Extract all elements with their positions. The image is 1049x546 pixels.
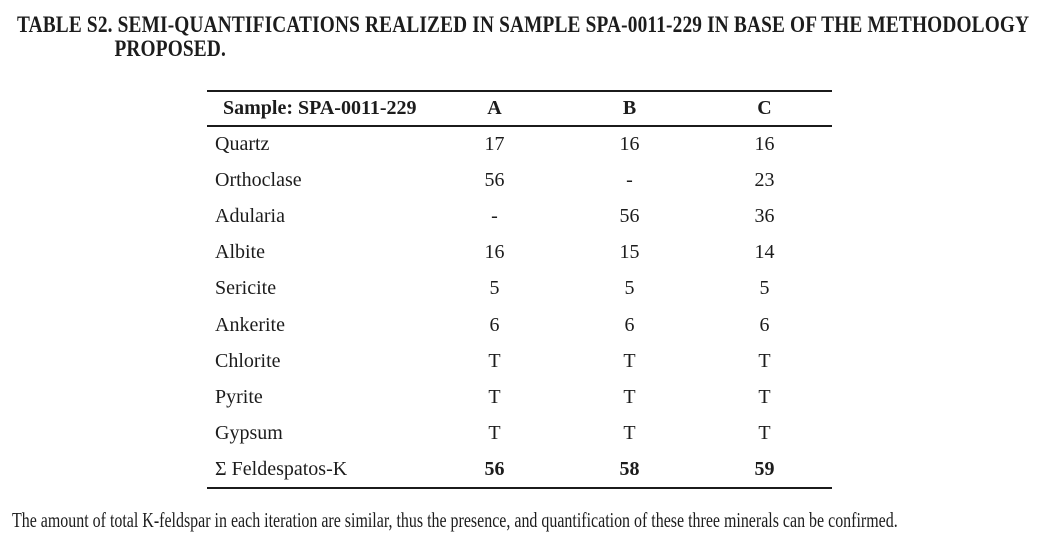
table-row: Pyrite T T T: [207, 379, 832, 415]
value-cell-b: T: [623, 422, 636, 445]
value-cell-a: 17: [484, 133, 505, 156]
value-cell-a: T: [488, 385, 501, 408]
table-caption: TABLE S2. SEMI-QUANTIFICATIONS REALIZED …: [17, 13, 1029, 61]
value-cell-a: 16: [484, 241, 505, 264]
value-cell-c: 6: [759, 313, 770, 336]
value-cell-c: T: [758, 349, 771, 372]
mineral-cell: Gypsum: [215, 422, 283, 445]
total-label-cell: Σ Feldespatos-K: [215, 457, 348, 480]
value-cell-a: 6: [489, 313, 500, 336]
table-row: Ankerite 6 6 6: [207, 307, 832, 343]
value-cell-c: 23: [754, 168, 775, 191]
table-row: Quartz 17 16 16: [207, 126, 832, 162]
value-cell-b: 5: [624, 277, 635, 300]
value-cell-c: T: [758, 422, 771, 445]
table-header-row: Sample: SPA-0011-229 A B C: [207, 91, 832, 126]
value-cell-b: -: [626, 168, 633, 191]
value-cell-c: 5: [759, 277, 770, 300]
mineral-cell: Orthoclase: [215, 168, 302, 191]
table-row: Albite 16 15 14: [207, 235, 832, 271]
total-value-b: 58: [619, 457, 640, 480]
column-header-c: C: [757, 97, 772, 119]
value-cell-a: T: [488, 422, 501, 445]
sample-header-cell: Sample: SPA-0011-229: [223, 97, 417, 119]
mineral-cell: Quartz: [215, 133, 270, 156]
table-row: Adularia - 56 36: [207, 198, 832, 234]
column-header-b: B: [622, 97, 637, 119]
table-row: Gypsum T T T: [207, 416, 832, 452]
table-caption-line1: TABLE S2. SEMI-QUANTIFICATIONS REALIZED …: [17, 12, 1030, 37]
table-caption-line2: PROPOSED.: [114, 36, 226, 61]
value-cell-a: T: [488, 349, 501, 372]
value-cell-b: 15: [619, 241, 640, 264]
mineral-cell: Adularia: [215, 204, 285, 227]
mineral-cell: Pyrite: [215, 385, 263, 408]
value-cell-b: T: [623, 349, 636, 372]
total-row: Σ Feldespatos-K 56 58 59: [207, 452, 832, 488]
value-cell-b: 16: [619, 133, 640, 156]
table-row: Chlorite T T T: [207, 343, 832, 379]
value-cell-b: 56: [619, 204, 640, 227]
table-row: Sericite 5 5 5: [207, 271, 832, 307]
mineral-cell: Sericite: [215, 277, 277, 300]
mineral-cell: Chlorite: [215, 349, 281, 372]
value-cell-a: 5: [489, 277, 500, 300]
value-cell-c: 16: [754, 133, 775, 156]
mineral-cell: Albite: [215, 241, 265, 264]
footnote-text: The amount of total K-feldspar in each i…: [12, 508, 898, 532]
quantification-table: Sample: SPA-0011-229 A B C Quartz 17 16 …: [207, 90, 832, 489]
total-value-c: 59: [754, 457, 775, 480]
value-cell-b: 6: [624, 313, 635, 336]
value-cell-b: T: [623, 385, 636, 408]
total-value-a: 56: [484, 457, 505, 480]
value-cell-c: 14: [754, 241, 775, 264]
value-cell-c: 36: [754, 204, 775, 227]
mineral-cell: Ankerite: [215, 313, 285, 336]
value-cell-c: T: [758, 385, 771, 408]
value-cell-a: -: [491, 204, 498, 227]
column-header-a: A: [487, 97, 502, 119]
table-row: Orthoclase 56 - 23: [207, 162, 832, 198]
value-cell-a: 56: [484, 168, 505, 191]
